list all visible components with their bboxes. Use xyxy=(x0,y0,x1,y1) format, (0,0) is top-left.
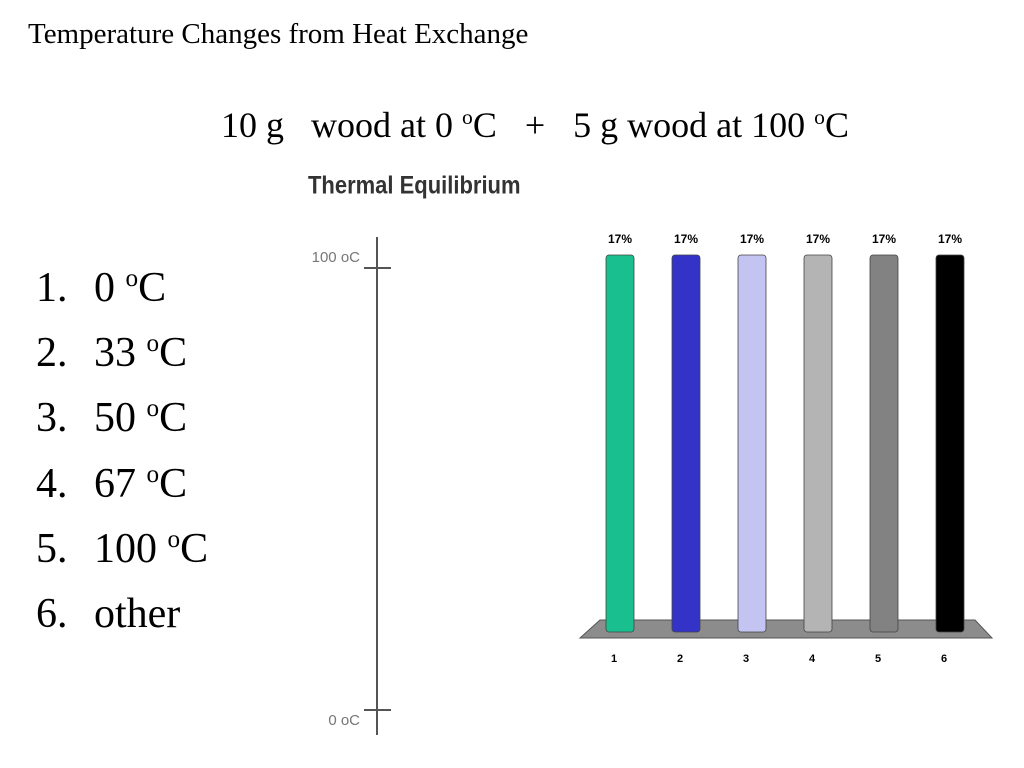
option: 6. other xyxy=(36,590,180,638)
value-label: 17% xyxy=(872,232,896,246)
x-tick-label: 4 xyxy=(809,653,816,665)
unit: C xyxy=(159,460,188,507)
superscript: o xyxy=(146,460,160,488)
text: 10 g wood at 0 xyxy=(221,105,463,145)
option-number: 1. xyxy=(36,265,68,311)
thermometer-bottom-label: 0 oC xyxy=(328,712,360,729)
value-label: 17% xyxy=(938,232,962,246)
unit: C xyxy=(159,330,188,377)
bar xyxy=(671,254,701,633)
bar xyxy=(803,254,833,633)
text: 5 g wood at 100 xyxy=(573,105,815,145)
value-label: 17% xyxy=(674,232,698,246)
slide-title: Temperature Changes from Heat Exchange xyxy=(28,18,529,50)
option-text: 33 xyxy=(94,330,147,377)
option-number: 6. xyxy=(36,591,68,637)
x-tick-label: 2 xyxy=(677,653,683,665)
option: 3. 50 oC xyxy=(36,394,187,442)
unit: C xyxy=(824,105,849,145)
bar xyxy=(869,254,899,633)
option-number: 3. xyxy=(36,395,68,442)
option-text: other xyxy=(94,591,181,637)
unit: C xyxy=(138,265,167,311)
equation-right: 5 g wood at 100 oC xyxy=(573,104,849,146)
bar xyxy=(935,254,965,633)
x-tick-label: 5 xyxy=(875,653,881,665)
superscript: o xyxy=(814,105,825,130)
equation: 10 g wood at 0 oC + 5 g wood at 100 oC xyxy=(0,104,1024,146)
option-number: 2. xyxy=(36,330,68,377)
superscript: o xyxy=(146,395,160,423)
superscript: o xyxy=(146,330,160,358)
operator: + xyxy=(524,105,546,145)
thermometer-top-label: 100 oC xyxy=(312,249,361,266)
unit: C xyxy=(159,395,188,442)
superscript: o xyxy=(462,105,473,130)
x-tick-label: 1 xyxy=(611,653,617,665)
option-text: 67 xyxy=(94,460,147,507)
chart-floor xyxy=(578,619,994,639)
value-label: 17% xyxy=(608,232,632,246)
option-number: 4. xyxy=(36,460,68,507)
option-text: 0 xyxy=(94,265,126,311)
value-label: 17% xyxy=(740,232,764,246)
bar xyxy=(737,254,767,633)
superscript: o xyxy=(167,525,181,553)
unit: C xyxy=(180,525,209,572)
option: 1. 0 oC xyxy=(36,264,166,312)
option-number: 5. xyxy=(36,525,68,572)
bar xyxy=(605,254,635,633)
option: 2. 33 oC xyxy=(36,329,187,377)
superscript: o xyxy=(125,264,139,292)
option: 5. 100 oC xyxy=(36,525,208,573)
option: 4. 67 oC xyxy=(36,460,187,508)
equation-left: 10 g wood at 0 oC xyxy=(221,104,497,146)
x-tick-label: 6 xyxy=(941,653,947,665)
unit: C xyxy=(472,105,497,145)
value-label: 17% xyxy=(806,232,830,246)
thermometer-title: Thermal Equilibrium xyxy=(308,171,521,199)
option-text: 50 xyxy=(94,395,147,442)
option-text: 100 xyxy=(94,525,168,572)
x-tick-label: 3 xyxy=(743,653,749,665)
